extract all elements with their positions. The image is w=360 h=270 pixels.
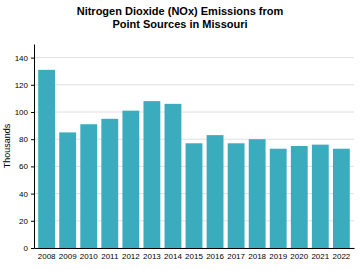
y-tick-label: 20 [19, 217, 28, 226]
y-tick-label: 60 [19, 162, 28, 171]
y-tick-mark [31, 85, 34, 86]
y-tick-label: 140 [15, 54, 29, 63]
bar [207, 135, 224, 248]
x-tick: 2013 [143, 252, 161, 261]
x-axis-line [35, 248, 355, 249]
y-tick: 60 [19, 162, 34, 171]
x-tick-label: 2015 [185, 252, 203, 261]
x-tick: 2017 [227, 252, 245, 261]
x-tick-label: 2020 [290, 252, 308, 261]
y-tick: 80 [19, 135, 34, 144]
x-axis: 2008200920102011201220132014201520162017… [35, 249, 355, 261]
grid-line [34, 57, 354, 58]
y-tick-label: 120 [15, 81, 29, 90]
bar [186, 143, 203, 248]
y-tick-mark [31, 221, 34, 222]
bar [270, 149, 287, 248]
y-tick-label: 0 [24, 244, 29, 253]
title-line: Nitrogen Dioxide (NOx) Emissions from [77, 5, 284, 17]
y-tick: 0 [24, 244, 34, 253]
x-tick: 2016 [206, 252, 224, 261]
y-tick-mark [31, 112, 34, 113]
x-tick-label: 2014 [164, 252, 182, 261]
y-tick-label: 100 [15, 108, 29, 117]
y-tick-label: 80 [19, 135, 28, 144]
x-tick-label: 2019 [269, 252, 287, 261]
y-tick: 140 [15, 54, 34, 63]
x-tick-label: 2018 [248, 252, 266, 261]
grid [34, 58, 354, 248]
bar [291, 146, 308, 248]
plot: 0204060801001201402008200920102011201220… [15, 45, 355, 261]
x-tick: 2015 [185, 252, 203, 261]
x-tick: 2009 [59, 252, 77, 261]
y-axis-title: Thousands [2, 123, 12, 168]
title: Nitrogen Dioxide (NOx) Emissions fromPoi… [77, 5, 284, 30]
x-tick: 2020 [290, 252, 308, 261]
bar [228, 143, 245, 248]
grid-line [34, 84, 354, 85]
grid-line [34, 112, 354, 113]
bar [38, 70, 55, 248]
x-tick-label: 2010 [80, 252, 98, 261]
bars [38, 70, 350, 248]
y-tick-mark [31, 248, 34, 249]
bar [249, 139, 266, 248]
chart: 0204060801001201402008200920102011201220… [0, 0, 360, 270]
x-tick: 2012 [122, 252, 140, 261]
y-tick-mark [31, 58, 34, 59]
x-tick-label: 2016 [206, 252, 224, 261]
bar [143, 101, 160, 248]
x-tick: 2011 [101, 252, 119, 261]
x-tick-label: 2011 [101, 252, 119, 261]
y-tick: 120 [15, 81, 34, 90]
bar [101, 119, 118, 248]
x-tick-label: 2009 [59, 252, 77, 261]
y-tick-mark [31, 166, 34, 167]
x-tick: 2022 [332, 252, 350, 261]
y-tick-mark [31, 194, 34, 195]
x-tick: 2010 [80, 252, 98, 261]
x-tick: 2021 [311, 252, 329, 261]
x-tick: 2018 [248, 252, 266, 261]
y-tick: 100 [15, 108, 34, 117]
bar [312, 145, 329, 248]
x-tick-label: 2021 [311, 252, 329, 261]
x-tick-label: 2012 [122, 252, 140, 261]
y-tick-label: 40 [19, 190, 28, 199]
y-tick: 40 [19, 190, 34, 199]
x-tick: 2019 [269, 252, 287, 261]
x-tick: 2008 [38, 252, 56, 261]
y-tick: 20 [19, 217, 34, 226]
x-tick: 2014 [164, 252, 182, 261]
y-tick-mark [31, 139, 34, 140]
y-axis-line [34, 45, 35, 249]
y-axis: 0 20 40 60 80 100 120 140 [15, 45, 35, 254]
bar [80, 124, 97, 248]
bar [165, 104, 182, 248]
bar [122, 111, 139, 248]
x-tick-label: 2022 [332, 252, 350, 261]
x-tick-label: 2017 [227, 252, 245, 261]
bar [333, 149, 350, 248]
bar [59, 132, 76, 248]
title-line: Point Sources in Missouri [112, 18, 247, 30]
x-tick-label: 2008 [38, 252, 56, 261]
x-tick-label: 2013 [143, 252, 161, 261]
